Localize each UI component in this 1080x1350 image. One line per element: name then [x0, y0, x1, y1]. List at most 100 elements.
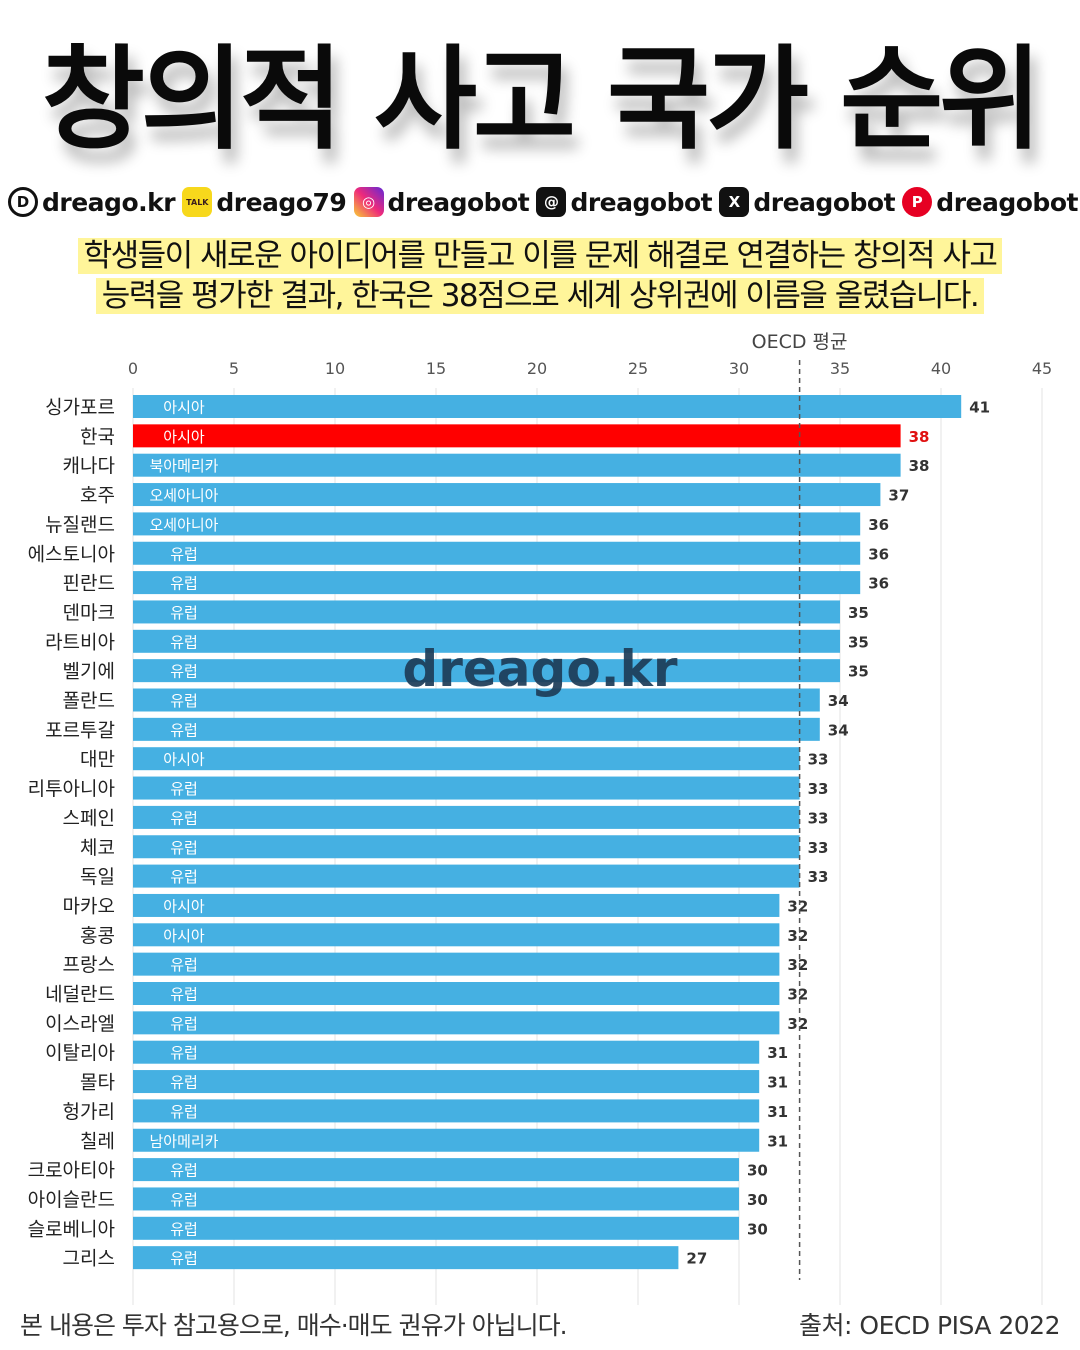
value-label: 33 — [808, 868, 829, 886]
region-label: 유럽 — [170, 1044, 198, 1062]
category-label: 캐나다 — [63, 455, 115, 477]
social-item-threads[interactable]: @ dreagobot — [536, 187, 713, 217]
bar — [133, 512, 861, 536]
category-label: 뉴질랜드 — [45, 514, 115, 536]
subtitle: 학생들이 새로운 아이디어를 만들고 이를 문제 해결로 연결하는 창의적 사고… — [40, 236, 1040, 316]
social-label-threads: dreagobot — [570, 187, 713, 217]
value-label: 31 — [767, 1132, 788, 1150]
dreago-web-icon: D — [8, 187, 38, 217]
region-label: 아시아 — [163, 897, 205, 915]
region-label: 유럽 — [170, 1220, 198, 1238]
value-label: 34 — [828, 721, 849, 739]
value-label: 31 — [767, 1103, 788, 1121]
x-tick-label: 0 — [128, 359, 138, 378]
value-label: 36 — [868, 575, 889, 593]
value-label: 41 — [969, 399, 990, 417]
region-label: 유럽 — [170, 633, 198, 651]
category-label: 핀란드 — [63, 573, 115, 595]
social-label-kakao: dreago79 — [216, 187, 347, 217]
social-bar: D dreago.kr TALK dreago79 ◎ dreagobot @ … — [8, 184, 1078, 220]
value-label: 33 — [808, 839, 829, 857]
region-label: 유럽 — [170, 809, 198, 827]
value-label: 32 — [787, 1015, 808, 1033]
category-label: 폴란드 — [63, 690, 115, 712]
region-label: 유럽 — [170, 1103, 198, 1121]
value-label: 33 — [808, 809, 829, 827]
category-label: 대만 — [80, 749, 115, 771]
category-label: 그리스 — [63, 1248, 115, 1270]
bar — [133, 805, 800, 829]
category-label: 체코 — [80, 837, 115, 859]
region-label: 아시아 — [163, 428, 205, 446]
value-label: 32 — [787, 956, 808, 974]
bar — [133, 1187, 739, 1211]
region-label: 유럽 — [170, 545, 198, 563]
category-label: 스페인 — [63, 807, 115, 829]
region-label: 오세아니아 — [149, 487, 218, 505]
bar — [133, 453, 901, 477]
category-label: 홍콩 — [80, 925, 115, 947]
bar — [133, 629, 840, 653]
x-tick-label: 35 — [830, 359, 850, 378]
category-label: 벨기에 — [63, 661, 115, 683]
category-label: 몰타 — [80, 1072, 115, 1094]
region-label: 유럽 — [170, 1074, 198, 1092]
region-label: 유럽 — [170, 692, 198, 710]
value-label: 32 — [787, 897, 808, 915]
region-label: 유럽 — [170, 780, 198, 798]
instagram-icon: ◎ — [353, 187, 384, 217]
bar — [133, 893, 780, 917]
value-label: 36 — [868, 516, 889, 534]
social-item-instagram[interactable]: ◎ dreagobot — [353, 187, 530, 217]
bar — [133, 541, 861, 565]
social-item-web[interactable]: D dreago.kr — [8, 187, 176, 217]
value-label: 30 — [747, 1220, 768, 1238]
region-label: 유럽 — [170, 1162, 198, 1180]
category-label: 독일 — [80, 866, 115, 888]
category-label: 이탈리아 — [45, 1042, 115, 1064]
social-label-pinterest: dreagobot — [936, 187, 1078, 217]
category-label: 싱가포르 — [45, 397, 115, 419]
value-label: 33 — [808, 751, 829, 769]
watermark: dreago.kr — [402, 640, 678, 698]
value-label: 27 — [686, 1250, 707, 1268]
region-label: 유럽 — [170, 1015, 198, 1033]
bar — [133, 395, 962, 418]
region-label: 아시아 — [163, 927, 205, 945]
region-label: 아시아 — [163, 399, 205, 417]
category-label: 덴마크 — [63, 602, 115, 624]
region-label: 유럽 — [170, 868, 198, 886]
social-item-kakao[interactable]: TALK dreago79 — [182, 187, 347, 217]
category-label: 한국 — [80, 426, 115, 448]
bar — [133, 747, 800, 771]
category-label: 슬로베니아 — [28, 1218, 115, 1240]
value-label: 38 — [909, 428, 930, 446]
category-label: 이스라엘 — [45, 1013, 115, 1035]
bar — [133, 1158, 739, 1182]
value-label: 35 — [848, 604, 869, 622]
region-label: 유럽 — [170, 721, 198, 739]
social-item-x[interactable]: X dreagobot — [719, 187, 896, 217]
category-label: 아이슬란드 — [28, 1189, 115, 1211]
x-tick-label: 5 — [229, 359, 239, 378]
x-tick-label: 30 — [729, 359, 749, 378]
social-label-web: dreago.kr — [42, 187, 176, 217]
category-label: 네덜란드 — [45, 984, 115, 1006]
category-label: 라트비아 — [45, 631, 115, 653]
bar — [133, 835, 800, 859]
bar — [133, 600, 840, 624]
value-label: 33 — [808, 780, 829, 798]
category-label: 칠레 — [80, 1130, 115, 1152]
bar — [133, 424, 901, 448]
x-tick-label: 10 — [325, 359, 345, 378]
social-item-pinterest[interactable]: P dreagobot — [902, 187, 1078, 217]
value-label: 31 — [767, 1044, 788, 1062]
value-label: 38 — [909, 457, 930, 475]
bar — [133, 571, 861, 595]
bar — [133, 982, 780, 1005]
kakaotalk-icon: TALK — [182, 187, 213, 217]
region-label: 유럽 — [170, 956, 198, 974]
value-label: 34 — [828, 692, 849, 710]
value-label: 30 — [747, 1191, 768, 1209]
category-label: 크로아티아 — [28, 1160, 115, 1182]
